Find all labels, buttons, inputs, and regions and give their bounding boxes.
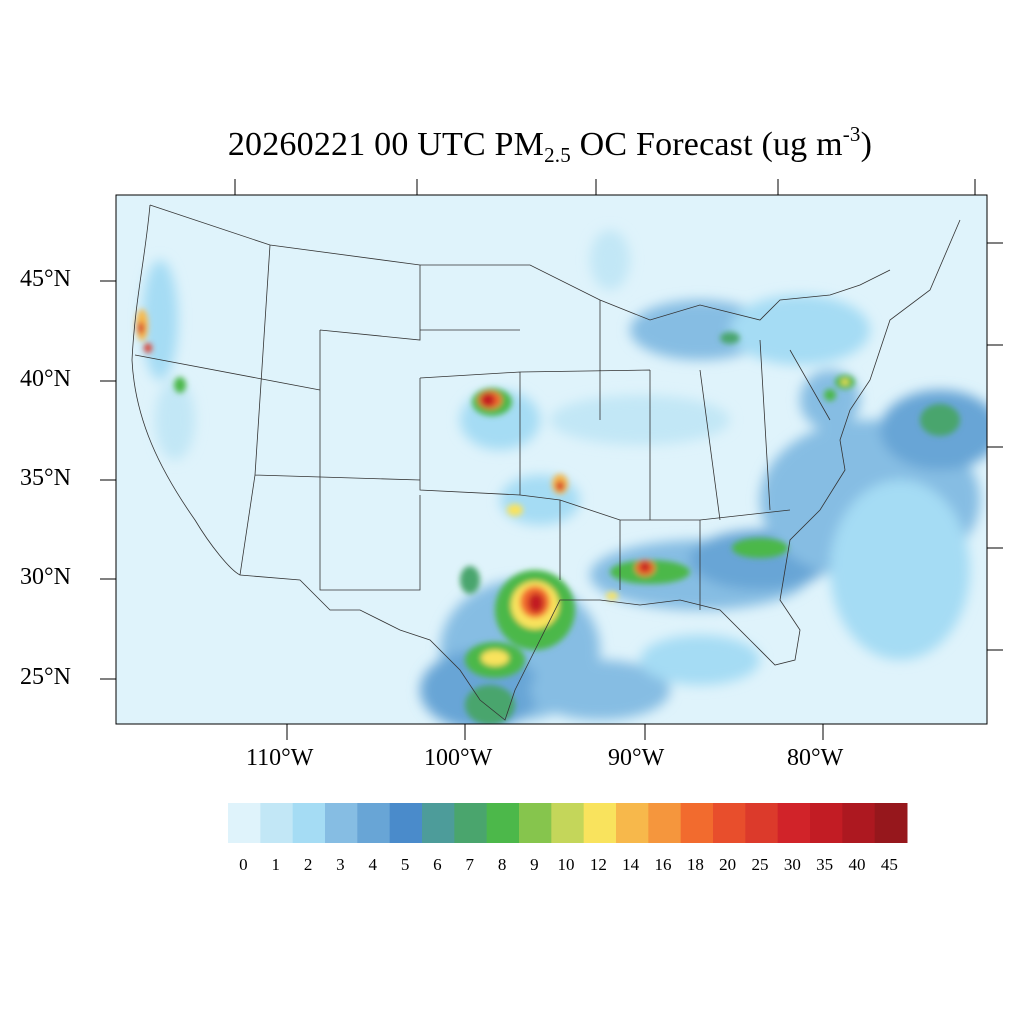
lat-label-30: 30°N bbox=[20, 564, 71, 590]
colorbar-tick-label: 9 bbox=[530, 855, 539, 874]
colorbar-box bbox=[713, 803, 746, 843]
colorbar-tick-label: 1 bbox=[271, 855, 281, 874]
colorbar-tick-label: 14 bbox=[622, 855, 640, 874]
colorbar-box bbox=[616, 803, 649, 843]
colorbar-tick-label: 16 bbox=[654, 855, 672, 874]
colorbar-box bbox=[325, 803, 358, 843]
lat-label-35: 35°N bbox=[20, 465, 71, 491]
title-close: ) bbox=[860, 126, 873, 163]
colorbar-tick-label: 10 bbox=[557, 855, 575, 874]
colorbar-tick-label: 5 bbox=[400, 855, 410, 874]
lon-label-80: 80°W bbox=[787, 745, 844, 771]
colorbar-box bbox=[583, 803, 617, 843]
colorbar-tick-label: 0 bbox=[239, 855, 248, 874]
colorbar-tick-label: 7 bbox=[465, 855, 475, 874]
canada-border bbox=[149, 204, 891, 321]
colorbar-box bbox=[486, 803, 520, 843]
concentration-field bbox=[136, 230, 987, 724]
colorbar-tick-label: 45 bbox=[880, 855, 898, 874]
colorbar-tick-label: 40 bbox=[848, 855, 866, 874]
lat-label-45: 45°N bbox=[20, 266, 71, 292]
colorbar-tick-label: 2 bbox=[303, 855, 313, 874]
colorbar-box bbox=[519, 803, 552, 843]
colorbar-tick-label: 20 bbox=[719, 855, 737, 874]
lon-label-110: 110°W bbox=[246, 745, 314, 771]
colorbar bbox=[228, 803, 908, 843]
colorbar-box bbox=[810, 803, 843, 843]
colorbar-tick-label: 25 bbox=[751, 855, 769, 874]
lon-label-90: 90°W bbox=[608, 745, 665, 771]
colorbar-box bbox=[842, 803, 876, 843]
colorbar-tick-label: 12 bbox=[589, 855, 607, 874]
colorbar-box bbox=[260, 803, 294, 843]
colorbar-box bbox=[874, 803, 908, 843]
title-superscript: -3 bbox=[842, 122, 861, 146]
colorbar-box bbox=[680, 803, 714, 843]
colorbar-box bbox=[551, 803, 585, 843]
colorbar-tick-label: 35 bbox=[816, 855, 834, 874]
state-lines bbox=[134, 244, 831, 610]
lon-label-100: 100°W bbox=[424, 745, 493, 771]
colorbar-tick-label: 6 bbox=[433, 855, 442, 874]
colorbar-box bbox=[745, 803, 779, 843]
colorbar-tick-label: 30 bbox=[783, 855, 801, 874]
colorbar-box bbox=[228, 803, 261, 843]
lat-label-25: 25°N bbox=[20, 664, 71, 690]
colorbar-box bbox=[292, 803, 326, 843]
colorbar-tick-label: 3 bbox=[336, 855, 345, 874]
us-outline bbox=[131, 204, 961, 721]
title-subscript: 2.5 bbox=[544, 143, 571, 167]
title-rest: OC Forecast (ug m bbox=[570, 126, 843, 163]
colorbar-box bbox=[777, 803, 811, 843]
hotspots bbox=[136, 309, 960, 724]
map-title: 20260221 00 UTC PM2.5 OC Forecast (ug m-… bbox=[0, 122, 1024, 168]
tick-marks bbox=[100, 179, 1003, 740]
colorbar-box bbox=[422, 803, 455, 843]
colorbar-box bbox=[648, 803, 682, 843]
map-frame bbox=[115, 194, 988, 725]
colorbar-tick-label: 8 bbox=[497, 855, 507, 874]
colorbar-tick-label: 4 bbox=[368, 855, 378, 874]
lat-label-40: 40°N bbox=[20, 366, 71, 392]
colorbar-box bbox=[454, 803, 488, 843]
colorbar-tick-label: 18 bbox=[686, 855, 704, 874]
title-date-time: 20260221 00 UTC PM bbox=[227, 126, 545, 163]
boundaries bbox=[131, 204, 961, 721]
colorbar-box bbox=[389, 803, 423, 843]
background-plumes bbox=[142, 230, 987, 724]
colorbar-box bbox=[357, 803, 391, 843]
